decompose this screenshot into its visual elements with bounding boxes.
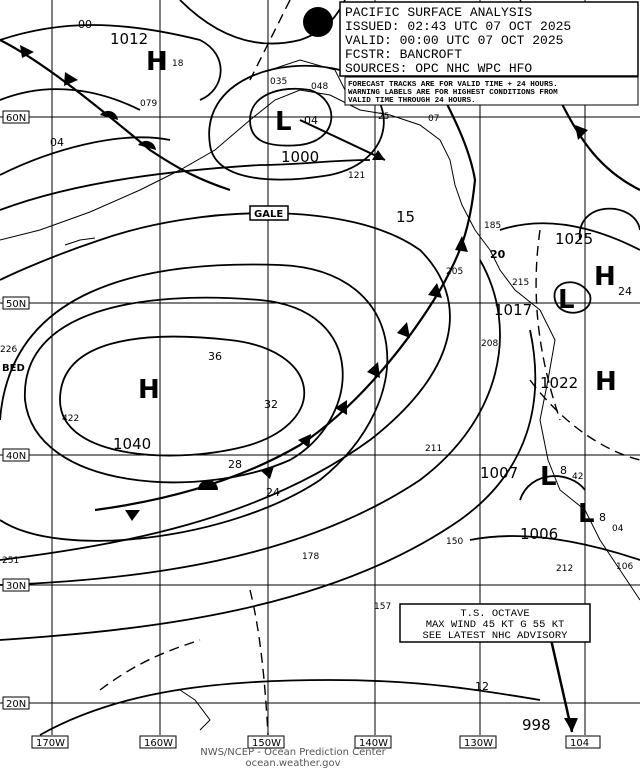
storm-line: MAX WIND 45 KT G 55 KT — [426, 619, 565, 631]
isobar-labels: 36 32 28 24 20 12 15 00 04 — [50, 18, 506, 693]
footer-line: NWS/NCEP - Ocean Prediction Center — [200, 747, 386, 758]
system-symbol: H — [146, 47, 168, 77]
isobar-label: 36 — [208, 350, 222, 363]
central-pressure: 1017 — [494, 301, 532, 319]
storm-box — [399, 603, 591, 643]
storm-text: T.S. OCTAVE MAX WIND 45 KT G 55 KT SEE L… — [423, 608, 569, 642]
central-pressure: 1040 — [113, 435, 151, 453]
footer-line: ocean.weather.gov — [245, 758, 340, 768]
station-label: 157 — [374, 602, 391, 612]
forecast-pressure: 18 — [172, 59, 184, 69]
note: FORECAST TRACKS ARE FOR VALID TIME + 24 … — [348, 81, 558, 105]
header: PACIFIC SURFACE ANALYSIS ISSUED: 02:43 U… — [345, 5, 571, 76]
place-label: BED — [2, 363, 25, 374]
forecast-pressure: 04 — [304, 114, 318, 127]
station-label: 211 — [425, 444, 442, 454]
isobar-label: 24 — [266, 486, 280, 499]
lon-label: 170W — [36, 738, 65, 749]
central-pressure: 1007 — [480, 464, 518, 482]
note-line: VALID TIME THROUGH 24 HOURS. — [348, 97, 476, 105]
station-label: 205 — [446, 267, 463, 277]
isobar-label: 12 — [475, 680, 489, 693]
warning-label: GALE — [254, 209, 283, 220]
isobar-label: 15 — [396, 208, 415, 226]
lon-label: 150W — [252, 738, 281, 749]
lat-label: 30N — [6, 581, 26, 592]
station-label: 215 — [512, 278, 529, 288]
storm-line: SEE LATEST NHC ADVISORY — [423, 630, 569, 642]
system-symbol: L — [558, 285, 575, 315]
isobar-label: 04 — [50, 136, 64, 149]
station-label: 251 — [2, 556, 19, 566]
header-line: ISSUED: 02:43 UTC 07 OCT 2025 — [345, 19, 571, 34]
station-label: 208 — [481, 339, 498, 349]
storm-line: T.S. OCTAVE — [460, 608, 529, 620]
lat-label: 20N — [6, 699, 26, 710]
storm-forecast-box — [565, 735, 601, 749]
isobars — [0, 0, 640, 736]
cold-front — [0, 39, 640, 521]
warning-box — [249, 205, 289, 221]
forecast-pressure: 8 — [560, 464, 567, 477]
lon-label: 140W — [359, 738, 388, 749]
station-label: 048 — [311, 82, 328, 92]
system-symbol: H — [594, 262, 616, 292]
isobar-label: 20 — [490, 248, 506, 261]
footer: NWS/NCEP - Ocean Prediction Center ocean… — [200, 747, 386, 768]
storm-pressure: 998 — [522, 716, 551, 734]
graticule — [0, 0, 640, 735]
central-pressure: 1012 — [110, 30, 148, 48]
central-pressure: 1000 — [281, 148, 319, 166]
station-label: 226 — [0, 345, 17, 355]
station-label: 185 — [484, 221, 501, 231]
header-line: SOURCES: OPC NHC WPC HFO — [345, 61, 532, 76]
system-symbol: H — [595, 367, 617, 397]
lat-label: 60N — [6, 113, 26, 124]
station-labels: 048 035 079 25 07 121 185 205 215 208 21… — [0, 77, 633, 612]
header-line: PACIFIC SURFACE ANALYSIS — [345, 5, 532, 20]
central-pressure: 1022 — [540, 374, 578, 392]
coastline — [0, 59, 640, 731]
system-symbol: L — [578, 499, 595, 529]
station-label: 150 — [446, 537, 463, 547]
station-label: 07 — [428, 114, 439, 124]
station-label: 42 — [572, 472, 583, 482]
header-box — [339, 1, 639, 77]
header-line: FCSTR: BANCROFT — [345, 47, 462, 62]
station-label: 106 — [616, 562, 633, 572]
forecast-pressure: 8 — [599, 511, 606, 524]
system-symbol: L — [275, 107, 292, 137]
station-label: 035 — [270, 77, 287, 87]
isobar-label: 28 — [228, 458, 242, 471]
station-label: 212 — [556, 564, 573, 574]
lat-label: 40N — [6, 451, 26, 462]
lon-label: 160W — [144, 738, 173, 749]
station-label: 178 — [302, 552, 319, 562]
system-symbol: L — [540, 462, 557, 492]
station-label: 04 — [612, 524, 624, 534]
station-label: 422 — [62, 414, 79, 424]
isobar-label: 00 — [78, 18, 92, 31]
graticule-labels: 60N 50N 40N 30N 20N 170W 160W 150W 140W … — [2, 110, 497, 749]
pressure-systems: H 1012 18 L 1000 04 H 1040 H 1025 24 L 1… — [110, 30, 632, 543]
station-label: 121 — [348, 171, 365, 181]
note-line: FORECAST TRACKS ARE FOR VALID TIME + 24 … — [348, 81, 558, 89]
lon-label: 130W — [464, 738, 493, 749]
storm-forecast-label: 104 — [570, 738, 589, 749]
central-pressure: 1006 — [520, 525, 558, 543]
isobar-label: 32 — [264, 398, 278, 411]
tracks — [299, 119, 578, 733]
noaa-logo — [303, 7, 333, 37]
forecast-pressure: 24 — [618, 285, 632, 298]
central-pressure: 1025 — [555, 230, 593, 248]
note-box — [344, 76, 639, 106]
station-label: 079 — [140, 99, 157, 109]
lat-label: 50N — [6, 299, 26, 310]
note-line: WARNING LABELS ARE FOR HIGHEST CONDITION… — [348, 89, 558, 97]
station-label: 25 — [378, 112, 389, 122]
system-symbol: H — [138, 375, 160, 405]
header-line: VALID: 00:00 UTC 07 OCT 2025 — [345, 33, 563, 48]
